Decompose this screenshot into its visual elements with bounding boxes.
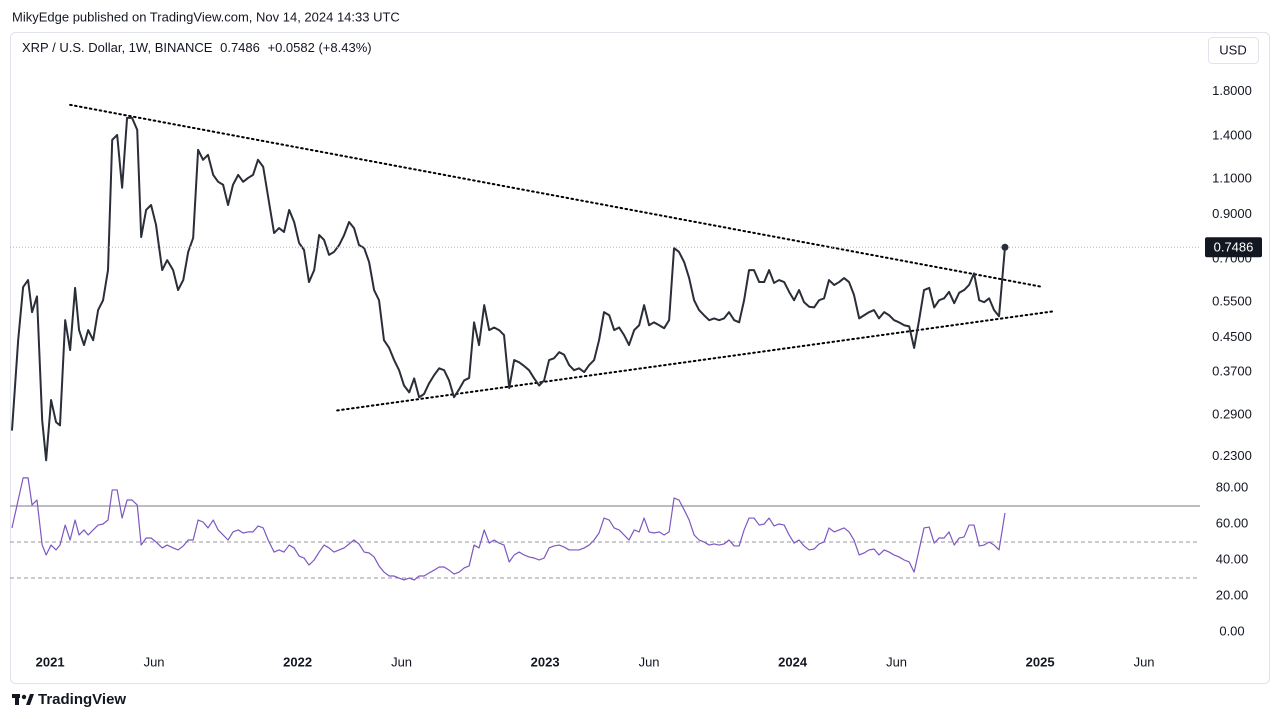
last-value-label: 0.7486 bbox=[1214, 240, 1254, 255]
y-tick-label: 0.2900 bbox=[1212, 407, 1252, 422]
y-tick-label: 1.4000 bbox=[1212, 128, 1252, 143]
legend: XRP / U.S. Dollar, 1W, BINANCE 0.7486 +0… bbox=[22, 40, 372, 55]
currency-button[interactable] bbox=[1208, 37, 1259, 64]
logo-slash bbox=[26, 694, 34, 705]
x-tick-label: Jun bbox=[886, 654, 907, 669]
x-tick-label: 2021 bbox=[36, 654, 65, 669]
y-tick-label: 80.00 bbox=[1216, 479, 1249, 494]
y-tick-label: 40.00 bbox=[1216, 551, 1249, 566]
x-tick-label: 2024 bbox=[778, 654, 808, 669]
y-tick-label: 1.8000 bbox=[1212, 83, 1252, 98]
y-tick-label: 0.4500 bbox=[1212, 329, 1252, 344]
trendline bbox=[69, 103, 1045, 289]
legend-title: XRP / U.S. Dollar, 1W, BINANCE bbox=[22, 40, 213, 55]
y-tick-label: 20.00 bbox=[1216, 587, 1249, 602]
y-tick-label: 0.3700 bbox=[1212, 364, 1252, 379]
series-line bbox=[10, 116, 1006, 462]
currency-label[interactable]: USD bbox=[1219, 42, 1246, 57]
x-tick-label: Jun bbox=[639, 654, 660, 669]
x-tick-label: Jun bbox=[391, 654, 412, 669]
logo-dot bbox=[21, 694, 27, 700]
chart-frame bbox=[10, 32, 1270, 684]
y-tick-label: 1.1000 bbox=[1212, 170, 1252, 185]
legend-last-value: 0.7486 bbox=[220, 40, 260, 55]
y-tick-label: 0.2300 bbox=[1212, 448, 1252, 463]
x-tick-label: 2025 bbox=[1026, 654, 1055, 669]
last-value-tag bbox=[1205, 237, 1262, 258]
logo-stem bbox=[15, 694, 19, 705]
x-tick-label: 2023 bbox=[531, 654, 560, 669]
plot-area bbox=[10, 477, 1200, 581]
legend-change: +0.0582 (+8.43%) bbox=[268, 40, 372, 55]
y-tick-label: 0.5500 bbox=[1212, 293, 1252, 308]
x-tick-label: Jun bbox=[1134, 654, 1155, 669]
publisher-line: MikyEdge published on TradingView.com, N… bbox=[12, 9, 400, 24]
plot-area bbox=[10, 103, 1200, 462]
y-tick-label: 0.9000 bbox=[1212, 206, 1252, 221]
x-tick-label: Jun bbox=[144, 654, 165, 669]
brand-logo bbox=[12, 694, 34, 705]
last-value-dot bbox=[1001, 243, 1009, 251]
x-tick-label: 2022 bbox=[283, 654, 312, 669]
y-tick-label: 0.00 bbox=[1219, 623, 1244, 638]
series-line bbox=[11, 477, 1006, 581]
brand-name: TradingView bbox=[38, 691, 126, 708]
y-tick-label: 60.00 bbox=[1216, 515, 1249, 530]
